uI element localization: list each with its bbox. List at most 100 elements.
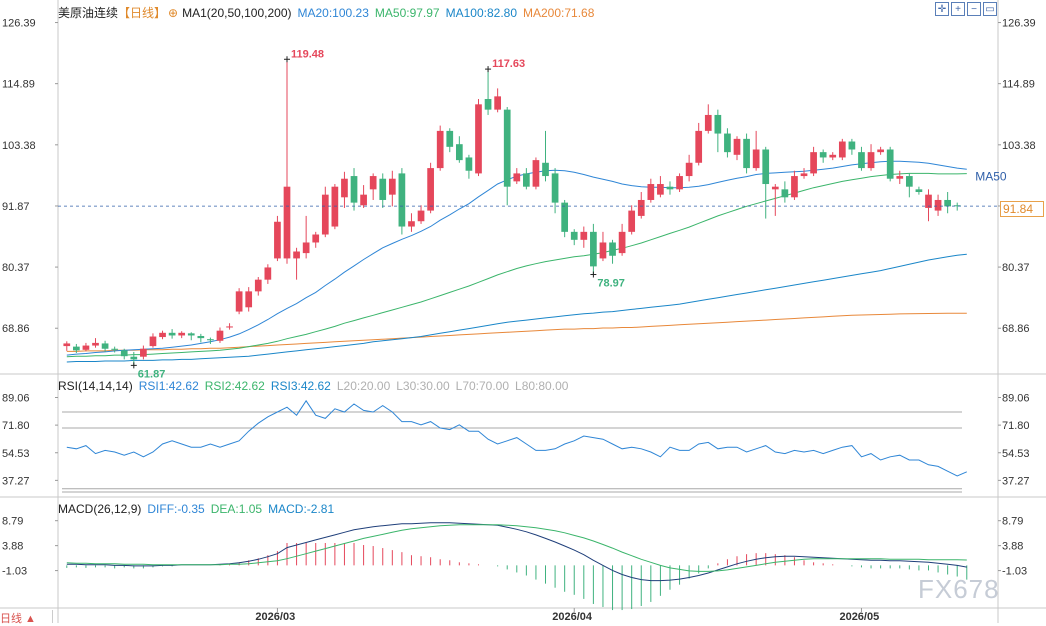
candle-body bbox=[523, 173, 530, 187]
candle-body bbox=[187, 333, 195, 336]
dea-value: DEA:1.05 bbox=[210, 502, 263, 516]
candle-body bbox=[207, 339, 214, 341]
macd-value: MACD:-2.81 bbox=[268, 502, 335, 516]
x-tick-label: 2026/05 bbox=[839, 611, 879, 623]
candle-body bbox=[628, 210, 636, 232]
candle-body bbox=[503, 109, 511, 187]
candle-body bbox=[618, 231, 626, 254]
candle-body bbox=[791, 176, 798, 198]
candle-body bbox=[733, 138, 741, 155]
candle-body bbox=[111, 348, 119, 350]
y-tick-label-left: 114.89 bbox=[2, 79, 35, 91]
candle-body bbox=[810, 152, 817, 174]
candle-body bbox=[159, 332, 166, 338]
candle-body bbox=[676, 176, 683, 190]
candle-body bbox=[360, 194, 367, 206]
candle-body bbox=[446, 130, 454, 147]
candle-body bbox=[867, 152, 875, 169]
candle-body bbox=[771, 186, 779, 190]
candle-body bbox=[800, 173, 808, 177]
rsi-name: RSI(14,14,14) bbox=[58, 379, 133, 393]
candle-body bbox=[398, 173, 406, 227]
candle-body bbox=[637, 199, 645, 216]
candle-body bbox=[226, 326, 233, 328]
extreme-price-label: 78.97 bbox=[597, 278, 625, 290]
last-price-tag: 91.84 bbox=[1000, 201, 1044, 217]
candle-body bbox=[101, 343, 109, 349]
y-tick-label-right: 8.79 bbox=[1002, 516, 1023, 528]
period-tag: 【日线】 bbox=[118, 6, 167, 20]
y-tick-label-right: 114.89 bbox=[1002, 79, 1035, 91]
x-tick-label: 2026/03 bbox=[255, 611, 295, 623]
candle-body bbox=[513, 173, 521, 182]
candle-body bbox=[886, 149, 894, 179]
candle-body bbox=[140, 348, 147, 357]
candle-body bbox=[283, 186, 291, 259]
candle-body bbox=[341, 178, 348, 198]
candle-body bbox=[752, 149, 760, 169]
rsi-line bbox=[66, 399, 968, 477]
extreme-price-label: 61.87 bbox=[138, 368, 166, 380]
candle-body bbox=[666, 186, 674, 190]
candle-body bbox=[657, 184, 664, 195]
y-tick-label-right: 68.86 bbox=[1002, 323, 1030, 335]
extreme-price-label: 119.48 bbox=[291, 48, 324, 60]
candle-body bbox=[321, 194, 329, 235]
y-tick-label-right: 126.39 bbox=[1002, 18, 1036, 30]
candle-body bbox=[274, 221, 281, 259]
zoom-out-icon[interactable]: − bbox=[967, 2, 981, 16]
ma20-value: MA20:100.23 bbox=[297, 6, 369, 20]
y-tick-label-right: 103.38 bbox=[1002, 140, 1036, 152]
y-tick-label-right: -1.03 bbox=[1002, 566, 1027, 578]
ma-indicator-name: MA1(20,50,100,200) bbox=[182, 6, 292, 20]
crosshair-icon[interactable]: ✛ bbox=[935, 2, 949, 16]
period-selector-button[interactable]: 日线 ▲ bbox=[0, 610, 53, 625]
candle-body bbox=[915, 189, 923, 192]
candle-body bbox=[599, 242, 607, 259]
settings-icon[interactable]: ⊕ bbox=[168, 6, 179, 20]
candle-body bbox=[388, 178, 396, 195]
symbol-name: 美原油连续 bbox=[58, 6, 119, 20]
candle-body bbox=[235, 291, 243, 312]
candle-body bbox=[925, 194, 932, 208]
candle-body bbox=[465, 157, 473, 171]
zoom-in-icon[interactable]: + bbox=[951, 2, 965, 16]
candle-body bbox=[542, 162, 549, 177]
candle-body bbox=[245, 291, 253, 308]
candle-body bbox=[264, 267, 272, 280]
candle-body bbox=[475, 104, 482, 174]
chart-toolbar: ✛ + − ▭ bbox=[935, 2, 997, 16]
minus-icon[interactable]: ▭ bbox=[983, 2, 997, 16]
candle-body bbox=[254, 279, 262, 292]
ma100-value: MA100:82.80 bbox=[445, 6, 517, 20]
candle-body bbox=[379, 178, 387, 200]
candle-body bbox=[494, 96, 501, 110]
y-tick-label-left: 37.27 bbox=[2, 475, 30, 487]
y-tick-label-right: 89.06 bbox=[1002, 393, 1030, 405]
x-tick-label: 2026/04 bbox=[552, 611, 593, 623]
candle-body bbox=[896, 176, 904, 179]
macd-name: MACD(26,12,9) bbox=[58, 502, 142, 516]
candle-body bbox=[92, 342, 99, 346]
candle-body bbox=[743, 138, 750, 169]
candle-body bbox=[848, 141, 856, 150]
candle-body bbox=[714, 114, 722, 134]
candle-body bbox=[178, 332, 186, 336]
ma200-value: MA200:71.68 bbox=[523, 6, 595, 20]
rsi2-value: RSI2:42.62 bbox=[204, 379, 265, 393]
candle-body bbox=[216, 330, 224, 341]
candle-body bbox=[82, 345, 90, 350]
candle-body bbox=[551, 173, 559, 203]
y-tick-label-right: 71.80 bbox=[1002, 420, 1030, 432]
candle-body bbox=[695, 130, 703, 163]
y-tick-label-left: 3.88 bbox=[2, 541, 23, 553]
y-tick-label-left: 126.39 bbox=[2, 18, 36, 30]
candle-body bbox=[905, 176, 913, 187]
candle-body bbox=[130, 356, 138, 360]
candle-body bbox=[197, 335, 205, 339]
ma20-line bbox=[66, 160, 967, 356]
candle-body bbox=[829, 154, 837, 158]
candle-body bbox=[350, 176, 358, 203]
candle-body bbox=[685, 162, 693, 177]
